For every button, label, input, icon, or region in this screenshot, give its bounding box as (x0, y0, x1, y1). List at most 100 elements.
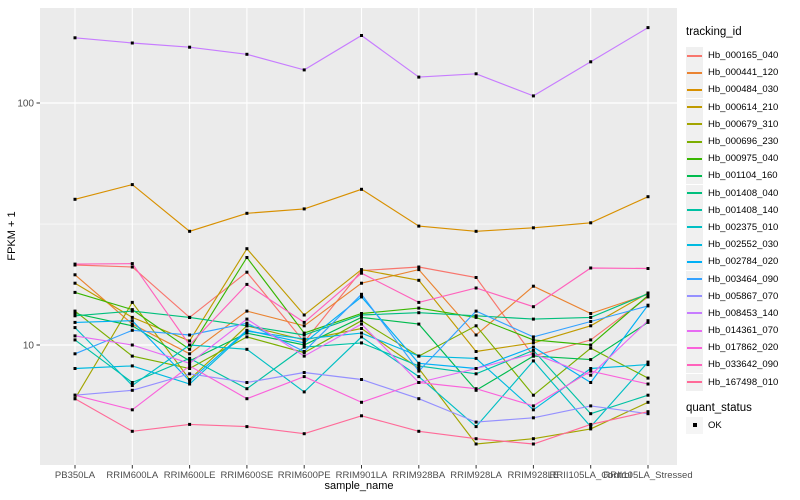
data-point (73, 281, 77, 285)
data-point (474, 315, 478, 319)
x-tick-label: RRII105LA_Stressed (603, 470, 692, 481)
data-point (474, 388, 478, 392)
data-point (130, 384, 134, 387)
data-point (73, 36, 77, 40)
x-axis-title: sample_name (324, 480, 394, 492)
x-tick-label: RRIM901LA (336, 470, 388, 481)
data-point (73, 338, 77, 342)
x-tick-label: RRIM928LE (508, 470, 560, 481)
data-point (474, 425, 478, 429)
legend-item-Hb_008453_140: Hb_008453_140 (686, 304, 798, 322)
legend-item-label: Hb_167498_010 (708, 376, 779, 388)
data-point (130, 262, 134, 266)
legend-key-swatch (686, 150, 703, 168)
data-point (531, 345, 535, 349)
data-point (188, 352, 192, 356)
data-point (589, 346, 593, 350)
data-point (302, 207, 306, 211)
data-point (188, 339, 192, 343)
x-tick-label: RRIM600LE (164, 470, 216, 481)
data-point (245, 381, 249, 384)
data-point (302, 350, 306, 353)
data-point (589, 338, 593, 342)
legend-color-line (687, 192, 702, 195)
data-point (130, 265, 134, 269)
legend-item-label: Hb_033642_090 (708, 359, 779, 371)
data-point (646, 267, 650, 270)
data-point (73, 290, 77, 294)
data-point (474, 372, 478, 376)
legend-items: Hb_000165_040 Hb_000441_120 Hb_000484_030 H… (686, 47, 798, 391)
legend-title-tracking-id: tracking_id (686, 26, 742, 38)
data-point (130, 364, 134, 368)
data-point (417, 265, 421, 269)
data-point (474, 324, 478, 328)
data-point (130, 322, 134, 326)
y-tick-label: 100 (17, 99, 34, 110)
data-point (589, 343, 593, 347)
data-point (646, 26, 650, 30)
legend-key-swatch (686, 270, 703, 288)
legend-item-label: Hb_000679_310 (708, 118, 779, 130)
legend-key-swatch (686, 133, 703, 151)
legend-item-label: Hb_002784_020 (708, 256, 779, 268)
legend-item-Hb_002784_020: Hb_002784_020 (686, 253, 798, 271)
data-point (302, 354, 306, 358)
data-point (474, 286, 478, 290)
legend-item-Hb_001104_160: Hb_001104_160 (686, 167, 798, 185)
legend-key-swatch (686, 98, 703, 116)
data-point (417, 397, 421, 401)
data-point (589, 369, 593, 373)
data-point (531, 442, 535, 446)
data-point (474, 442, 478, 446)
legend-color-line (687, 106, 702, 109)
data-point (302, 68, 306, 72)
data-point (531, 393, 535, 397)
data-point (130, 388, 134, 392)
legend-item-label: Hb_001104_160 (708, 170, 778, 182)
data-point (73, 312, 77, 315)
legend-item-Hb_000484_030: Hb_000484_030 (686, 81, 798, 99)
data-point (474, 387, 478, 391)
legend-color-line (687, 363, 702, 366)
legend-key-swatch (686, 356, 703, 374)
data-point (73, 197, 77, 201)
black-square-point-icon (692, 423, 697, 428)
data-point (646, 195, 650, 199)
data-point (302, 390, 306, 394)
legend-key-swatch (686, 201, 703, 219)
data-point (188, 372, 192, 376)
data-point (417, 367, 421, 370)
legend-item-label: Hb_001408_140 (708, 204, 779, 216)
data-point (130, 429, 134, 433)
data-point (360, 322, 363, 326)
data-point (245, 324, 249, 328)
data-point (73, 262, 77, 266)
legend-key-swatch (686, 184, 703, 202)
legend-item-label: Hb_000696_230 (708, 136, 779, 148)
data-point (302, 432, 306, 436)
data-point (531, 354, 535, 358)
data-point (646, 400, 650, 404)
data-point (474, 276, 478, 279)
legend-color-line (687, 157, 702, 160)
legend-item-Hb_017862_020: Hb_017862_020 (686, 339, 798, 357)
data-point (531, 408, 535, 412)
data-point (188, 333, 192, 337)
data-point (589, 412, 593, 416)
data-point (417, 369, 421, 373)
legend-item-label: Hb_000441_120 (708, 67, 779, 79)
data-point (245, 331, 249, 335)
data-point (531, 416, 535, 420)
legend-key-swatch (686, 322, 703, 340)
legend-item-Hb_014361_070: Hb_014361_070 (686, 322, 798, 340)
data-point (646, 294, 650, 298)
legend-key-swatch (686, 115, 703, 133)
legend-item-label: Hb_003464_090 (708, 273, 779, 285)
x-tick-label: PB350LA (55, 470, 96, 481)
data-point (646, 304, 650, 308)
x-tick-label: RRIM928BA (392, 470, 445, 481)
data-point (589, 427, 593, 431)
data-point (646, 319, 650, 323)
